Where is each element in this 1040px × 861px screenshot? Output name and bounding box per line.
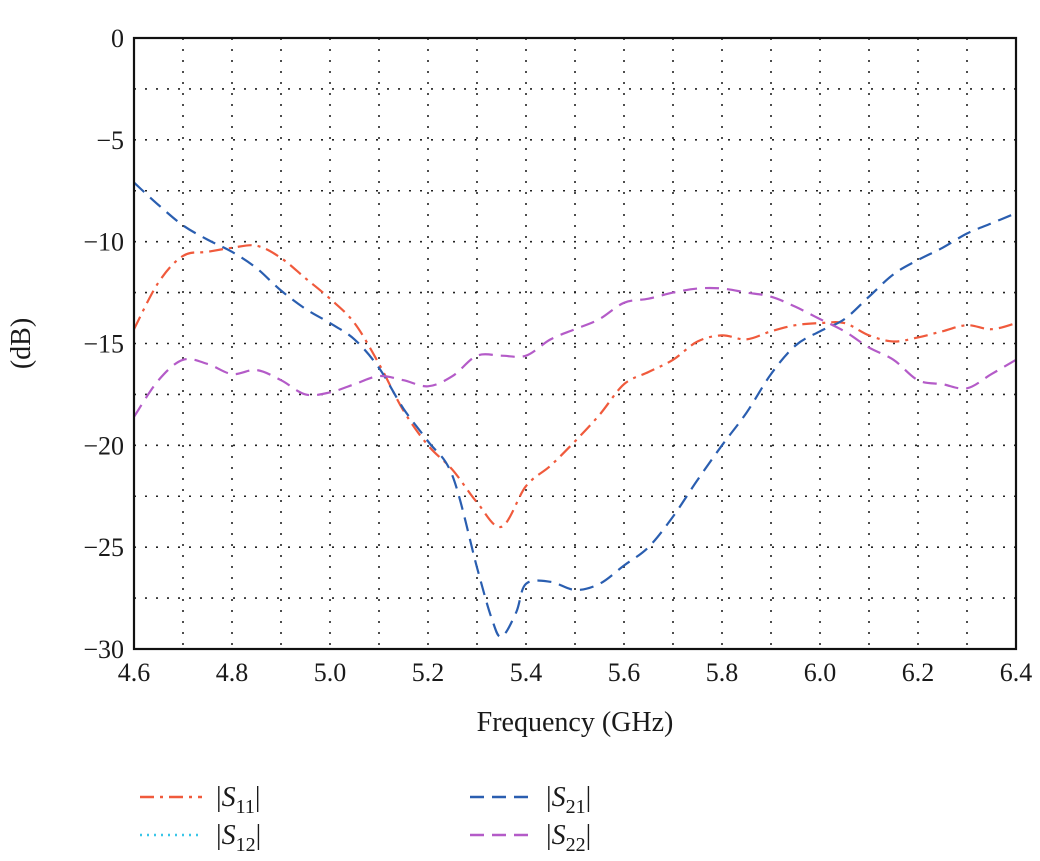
y-tick-label: −10 — [83, 228, 124, 257]
y-tick-label: −30 — [83, 635, 124, 664]
series-line-s21 — [133, 181, 1017, 638]
x-axis-label: Frequency (GHz) — [477, 707, 674, 738]
x-tick-label: 5.6 — [608, 658, 641, 687]
legend-entry-s21: |S21| — [470, 782, 591, 818]
tick-labels: 4.6 4.8 5.0 5.2 5.4 5.6 5.8 6.0 6.2 6.4 0 −5 −10 −15 −… — [83, 24, 1032, 687]
y-tick-label: −5 — [96, 126, 124, 155]
legend-label-s11: |S11| — [216, 782, 260, 818]
x-tick-label: 5.4 — [510, 658, 543, 687]
x-tick-label: 6.0 — [804, 658, 837, 687]
legend-label-s12: |S12| — [216, 820, 261, 856]
series-lines — [133, 181, 1017, 638]
y-tick-label: 0 — [111, 24, 124, 53]
legend-entry-s12: |S12| — [140, 820, 261, 856]
x-tick-label: 6.4 — [1000, 658, 1033, 687]
y-tick-label: −20 — [83, 431, 124, 460]
plot-frame — [132, 36, 1018, 651]
x-tick-label: 5.2 — [412, 658, 445, 687]
y-tick-label: −15 — [83, 330, 124, 359]
legend: |S11||S12| |S21||S22| — [140, 782, 591, 856]
y-tick-label: −25 — [83, 533, 124, 562]
legend-entry-s11: |S11| — [140, 782, 260, 818]
x-tick-label: 6.2 — [902, 658, 935, 687]
x-tick-label: 5.0 — [314, 658, 347, 687]
series-line-s11 — [133, 244, 1017, 529]
legend-label-s22: |S22| — [546, 820, 591, 856]
x-tick-label: 4.8 — [216, 658, 249, 687]
legend-entry-s22: |S22| — [470, 820, 591, 856]
series-line-s22 — [133, 286, 1017, 418]
legend-label-s21: |S21| — [546, 782, 591, 818]
x-tick-label: 4.6 — [118, 658, 151, 687]
x-tick-label: 5.8 — [706, 658, 739, 687]
y-axis-label: (dB) — [6, 318, 37, 369]
grid — [134, 38, 1016, 649]
